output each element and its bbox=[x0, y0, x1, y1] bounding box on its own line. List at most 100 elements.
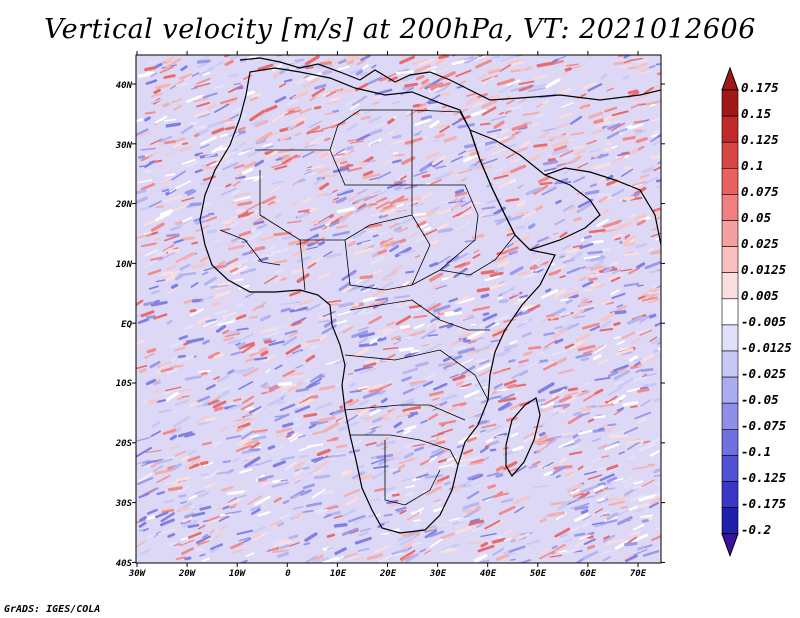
field-streak bbox=[400, 175, 407, 181]
field-streak bbox=[174, 450, 187, 457]
field-streak bbox=[642, 119, 650, 123]
field-streak bbox=[397, 281, 413, 290]
field-streak bbox=[384, 440, 396, 446]
field-streak bbox=[511, 123, 528, 131]
field-streak bbox=[296, 398, 314, 408]
field-streak bbox=[173, 416, 190, 428]
field-streak bbox=[438, 322, 454, 329]
field-streak bbox=[553, 288, 567, 298]
field-streak bbox=[239, 440, 249, 447]
field-streak bbox=[573, 216, 582, 222]
field-streak bbox=[146, 449, 162, 454]
field-streak bbox=[470, 109, 487, 117]
field-streak bbox=[181, 196, 195, 202]
field-streak bbox=[367, 498, 382, 502]
field-streak bbox=[468, 424, 475, 429]
field-streak bbox=[601, 455, 610, 459]
field-streak bbox=[602, 534, 616, 543]
field-streak bbox=[306, 338, 321, 343]
field-streak bbox=[536, 352, 545, 355]
field-streak bbox=[467, 350, 475, 355]
field-streak bbox=[655, 527, 661, 530]
field-streak bbox=[556, 432, 573, 437]
field-streak bbox=[337, 527, 344, 533]
field-streak bbox=[643, 373, 657, 377]
field-streak bbox=[389, 245, 400, 253]
field-streak bbox=[198, 55, 210, 61]
field-streak bbox=[358, 531, 369, 537]
field-streak bbox=[288, 432, 299, 440]
field-streak bbox=[479, 122, 491, 126]
field-streak bbox=[469, 518, 480, 524]
field-streak bbox=[508, 250, 518, 256]
credit-text: GrADS: IGES/COLA bbox=[4, 604, 101, 615]
field-streak bbox=[409, 231, 419, 239]
field-streak bbox=[623, 60, 630, 64]
field-streak bbox=[614, 336, 621, 340]
field-streak bbox=[463, 339, 471, 343]
colorbar-swatch bbox=[721, 115, 739, 143]
field-streak bbox=[513, 495, 531, 505]
field-streak bbox=[215, 61, 224, 67]
field-streak bbox=[610, 272, 626, 279]
field-streak bbox=[598, 171, 605, 176]
field-streak bbox=[172, 77, 187, 88]
field-streak bbox=[240, 559, 248, 563]
field-streak bbox=[318, 385, 336, 391]
field-streak bbox=[558, 440, 575, 448]
field-streak bbox=[169, 434, 178, 441]
field-streak bbox=[253, 215, 266, 225]
field-streak bbox=[277, 401, 285, 405]
field-streak bbox=[646, 247, 654, 253]
field-streak bbox=[602, 491, 612, 499]
field-streak bbox=[329, 411, 335, 415]
field-streak bbox=[366, 553, 384, 561]
field-streak bbox=[416, 473, 429, 479]
field-streak bbox=[478, 369, 492, 377]
field-streak bbox=[180, 124, 194, 135]
field-streak bbox=[582, 515, 592, 521]
field-streak bbox=[351, 330, 369, 339]
field-streak bbox=[467, 163, 486, 171]
field-streak bbox=[257, 511, 271, 517]
field-streak bbox=[198, 128, 210, 135]
field-streak bbox=[165, 286, 179, 295]
field-streak bbox=[476, 165, 493, 171]
field-streak bbox=[630, 405, 638, 409]
field-streak bbox=[362, 170, 374, 177]
field-streak bbox=[481, 76, 495, 85]
field-streak bbox=[340, 469, 353, 478]
field-streak bbox=[150, 98, 162, 104]
field-streak bbox=[144, 354, 154, 359]
field-streak bbox=[233, 398, 242, 402]
field-streak bbox=[369, 408, 381, 416]
field-streak bbox=[561, 71, 568, 76]
field-streak bbox=[338, 59, 347, 65]
field-streak bbox=[251, 119, 265, 126]
field-streak bbox=[361, 328, 368, 333]
field-streak bbox=[640, 368, 654, 372]
field-streak bbox=[198, 369, 212, 373]
field-streak bbox=[543, 395, 560, 406]
field-streak bbox=[491, 147, 508, 156]
field-streak bbox=[411, 212, 427, 217]
field-streak bbox=[191, 262, 208, 269]
field-streak bbox=[260, 350, 269, 357]
field-streak bbox=[628, 267, 641, 275]
field-streak bbox=[367, 205, 373, 209]
field-streak bbox=[351, 55, 369, 61]
field-streak bbox=[405, 441, 421, 449]
field-streak bbox=[247, 148, 263, 158]
field-streak bbox=[274, 268, 285, 275]
field-streak bbox=[305, 382, 317, 390]
field-streak bbox=[197, 539, 210, 546]
field-streak bbox=[505, 198, 520, 203]
field-streak bbox=[372, 269, 383, 275]
field-streak bbox=[650, 249, 661, 255]
field-streak bbox=[379, 240, 385, 244]
field-streak bbox=[347, 198, 355, 203]
field-streak bbox=[235, 342, 241, 346]
field-streak bbox=[594, 377, 611, 381]
field-streak bbox=[584, 288, 594, 292]
field-streak bbox=[314, 105, 322, 110]
